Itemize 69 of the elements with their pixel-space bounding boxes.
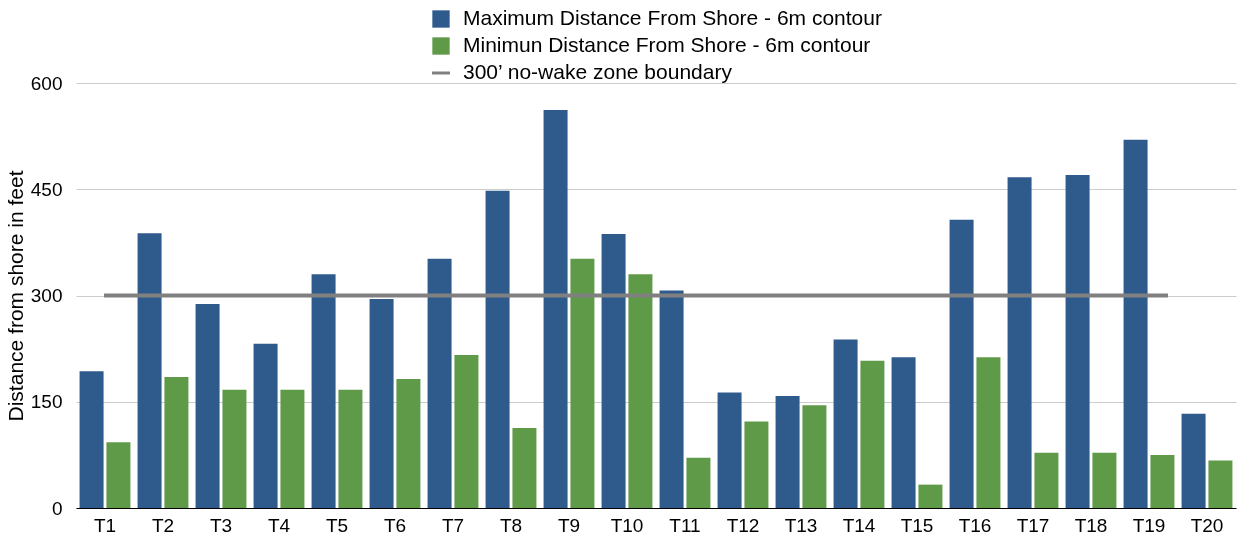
bar bbox=[369, 299, 394, 508]
x-tick-label: T3 bbox=[209, 514, 233, 536]
bar bbox=[253, 343, 278, 508]
bar bbox=[1181, 413, 1206, 508]
bar bbox=[1123, 139, 1148, 508]
bar bbox=[659, 290, 684, 508]
y-tick-label: 300 bbox=[30, 285, 63, 306]
bar bbox=[454, 355, 479, 508]
bar bbox=[601, 233, 626, 508]
bar bbox=[1150, 454, 1175, 508]
bar bbox=[338, 389, 363, 508]
bar bbox=[802, 405, 827, 508]
x-tick-label: T15 bbox=[900, 514, 934, 536]
bar bbox=[106, 442, 131, 508]
bar bbox=[1092, 452, 1117, 508]
x-tick-label: T12 bbox=[726, 514, 760, 536]
x-tick-label: T9 bbox=[557, 514, 581, 536]
y-axis-title: Distance from shore in feet bbox=[3, 170, 27, 422]
y-tick-label: 600 bbox=[30, 72, 63, 94]
bar bbox=[512, 427, 537, 508]
y-tick-label: 450 bbox=[30, 178, 63, 200]
x-tick-label: T18 bbox=[1074, 514, 1108, 536]
x-tick-label: T13 bbox=[784, 514, 818, 536]
bar bbox=[775, 396, 800, 508]
x-tick-label: T14 bbox=[842, 514, 876, 536]
bar bbox=[686, 457, 711, 508]
bar bbox=[543, 109, 568, 508]
bar bbox=[949, 219, 974, 508]
bar bbox=[1065, 175, 1090, 508]
x-tick-label: T8 bbox=[499, 514, 523, 536]
y-tick-label: 150 bbox=[30, 391, 63, 413]
bar bbox=[833, 339, 858, 508]
x-tick-label: T1 bbox=[93, 514, 117, 536]
legend-label: Minimun Distance From Shore - 6m contour bbox=[463, 33, 871, 56]
bar bbox=[891, 357, 916, 508]
bar bbox=[137, 233, 162, 508]
x-tick-label: T16 bbox=[958, 514, 992, 536]
legend-label: Maximum Distance From Shore - 6m contour bbox=[463, 6, 882, 29]
y-tick-label: 0 bbox=[51, 497, 63, 519]
bar bbox=[1007, 177, 1032, 508]
bar bbox=[164, 376, 189, 508]
bar bbox=[79, 371, 104, 508]
bar bbox=[976, 357, 1001, 508]
legend-label: 300’ no-wake zone boundary bbox=[463, 60, 733, 83]
x-tick-label: T5 bbox=[325, 514, 349, 536]
x-tick-label: T4 bbox=[267, 514, 291, 536]
x-tick-label: T10 bbox=[610, 514, 644, 536]
bar bbox=[570, 258, 595, 508]
x-tick-label: T19 bbox=[1132, 514, 1166, 536]
bar bbox=[195, 304, 220, 508]
bar bbox=[628, 274, 653, 508]
bar bbox=[222, 389, 247, 508]
x-tick-label: T6 bbox=[383, 514, 407, 536]
x-tick-label: T2 bbox=[151, 514, 175, 536]
bar bbox=[744, 421, 769, 508]
bar bbox=[918, 484, 943, 508]
bar bbox=[311, 274, 336, 508]
bar bbox=[396, 379, 421, 508]
bar bbox=[717, 392, 742, 508]
bar bbox=[1034, 452, 1059, 508]
bar bbox=[427, 258, 452, 508]
x-tick-label: T7 bbox=[441, 514, 465, 536]
x-tick-label: T11 bbox=[669, 514, 701, 536]
bar bbox=[860, 360, 885, 508]
x-tick-label: T20 bbox=[1190, 514, 1224, 536]
bar bbox=[280, 389, 305, 508]
bar bbox=[485, 190, 510, 508]
x-tick-label: T17 bbox=[1016, 514, 1050, 536]
bar bbox=[1208, 460, 1233, 508]
